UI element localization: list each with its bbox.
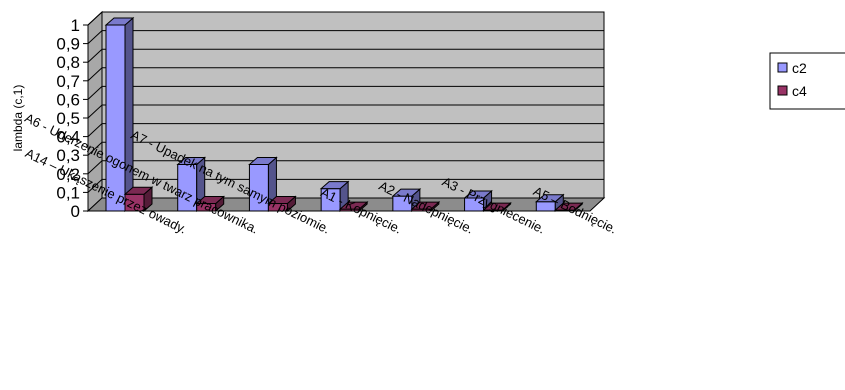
bar-c4-3 bbox=[338, 201, 369, 213]
gridline bbox=[87, 85, 604, 100]
bar-c2-2 bbox=[248, 156, 278, 213]
gridline bbox=[87, 67, 604, 82]
y-tick-label: 0,2 bbox=[56, 165, 80, 184]
legend-box bbox=[769, 52, 845, 110]
bar-c2-4 bbox=[391, 188, 422, 213]
gridlines bbox=[87, 11, 604, 193]
bar-c4-6 bbox=[553, 201, 584, 213]
gridline bbox=[87, 141, 604, 156]
y-axis-label: lambda (c,1) bbox=[11, 85, 25, 152]
y-tick-label: 0,9 bbox=[56, 35, 80, 54]
bar-c2-1 bbox=[176, 156, 207, 213]
gridline bbox=[87, 48, 604, 63]
y-tick-label: 0,5 bbox=[56, 109, 80, 128]
y-tick-label: 0,8 bbox=[56, 53, 80, 72]
bar-c4-4 bbox=[410, 201, 441, 213]
bar-c4-5 bbox=[482, 201, 512, 213]
y-tick-label: 0,4 bbox=[56, 128, 80, 147]
gridline bbox=[87, 30, 604, 44]
y-tick-label: 0 bbox=[71, 202, 80, 221]
legend-label-c4: c4 bbox=[792, 83, 807, 99]
bar-c2-3 bbox=[319, 180, 350, 213]
gridline bbox=[87, 178, 604, 193]
gridline bbox=[87, 11, 604, 26]
bar-c4-1 bbox=[195, 195, 226, 213]
y-tick-label: 0,6 bbox=[56, 90, 80, 109]
legend-swatch-c2 bbox=[777, 62, 788, 73]
y-tick-label: 0,1 bbox=[56, 183, 80, 202]
gridline bbox=[87, 160, 604, 175]
y-tick-label: 0,7 bbox=[56, 72, 80, 91]
bar-c4-0 bbox=[123, 186, 154, 213]
bar-c2-0 bbox=[104, 16, 135, 213]
y-axis-ticks: 00,10,20,30,40,50,60,70,80,91 bbox=[56, 16, 89, 221]
y-tick-label: 0,3 bbox=[56, 146, 80, 165]
y-tick-label: 1 bbox=[71, 16, 80, 35]
bars bbox=[104, 16, 584, 213]
bar-c2-5 bbox=[463, 189, 493, 213]
legend-swatch-c4 bbox=[777, 85, 788, 96]
bar-c4-2 bbox=[267, 195, 297, 213]
legend-label-c2: c2 bbox=[792, 60, 807, 76]
gridline bbox=[87, 104, 604, 119]
gridline bbox=[87, 123, 604, 137]
